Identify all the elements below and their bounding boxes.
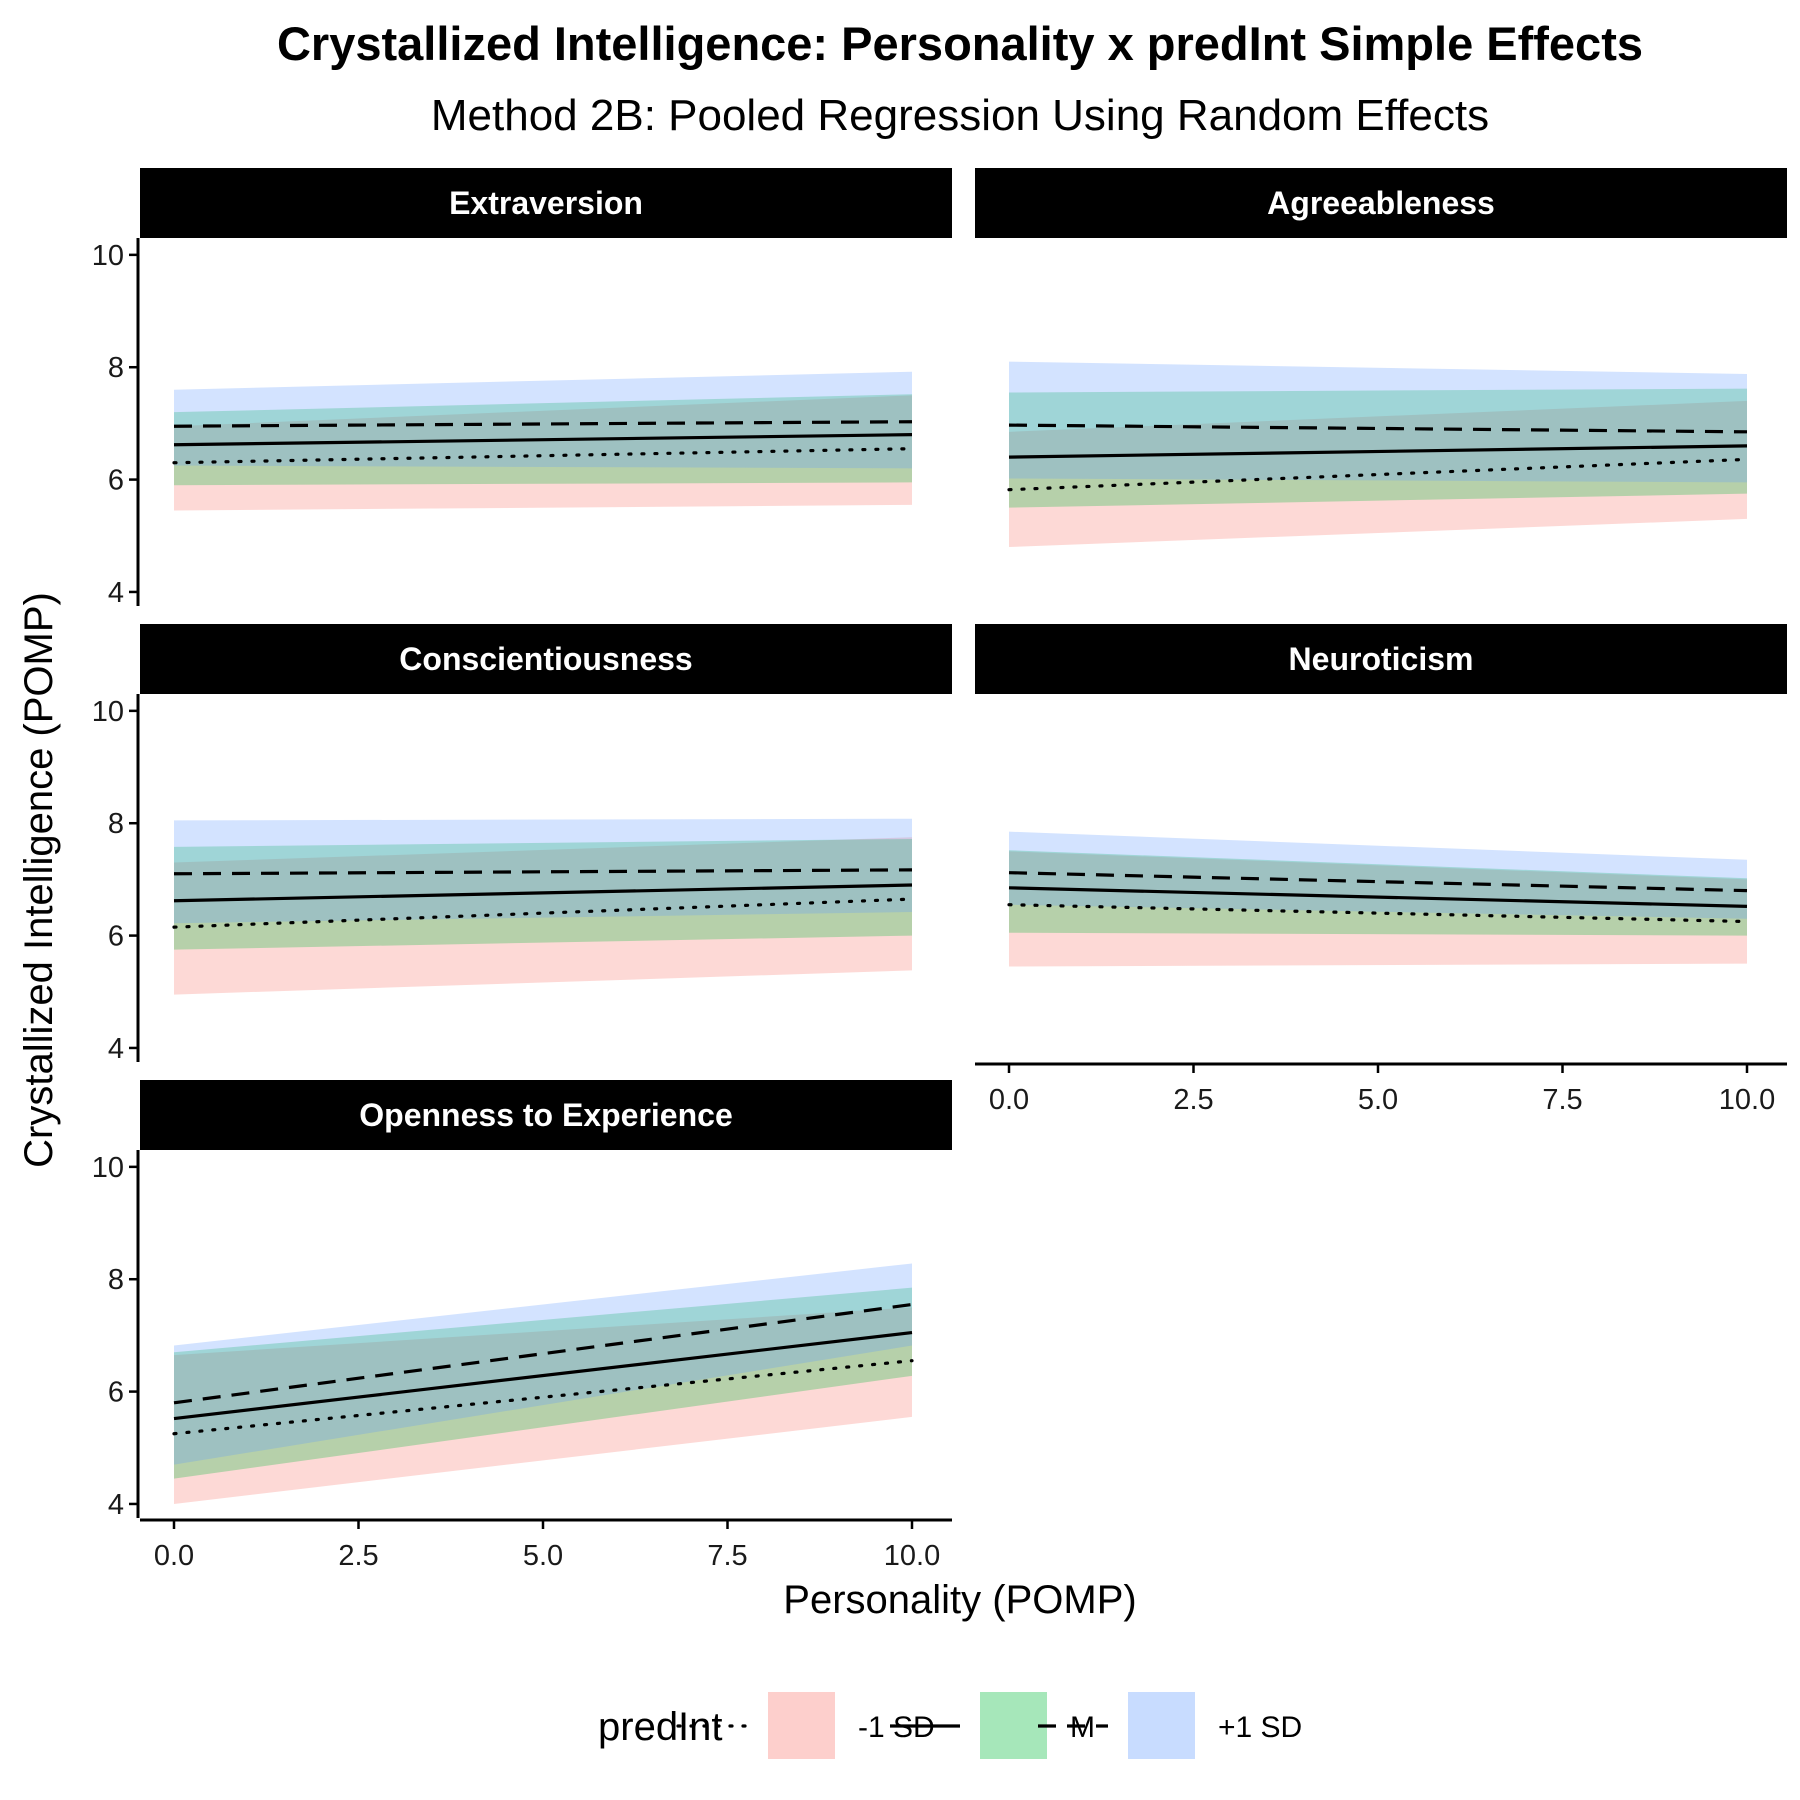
y-tick-label-conscientiousness-10: 10 bbox=[92, 696, 124, 728]
panel-extraversion: Extraversion 4 6 8 10 bbox=[92, 168, 952, 609]
strip-label-agreeableness: Agreeableness bbox=[1267, 185, 1495, 221]
strip-label-openness-to-experience: Openness to Experience bbox=[359, 1097, 732, 1133]
ribbon-openness-to-experience-mm bbox=[174, 1287, 912, 1479]
y-tick-label-extraversion-6: 6 bbox=[108, 465, 124, 497]
y-tick-label-extraversion-10: 10 bbox=[92, 240, 124, 272]
strip-label-neuroticism: Neuroticism bbox=[1289, 641, 1474, 677]
x-tick-label-neuroticism-4: 10.0 bbox=[1719, 1084, 1775, 1116]
plot-area-conscientiousness bbox=[172, 818, 914, 995]
ribbon-conscientiousness-1-sd bbox=[174, 818, 912, 924]
line-openness-to-experience-plus-1sd bbox=[173, 1302, 913, 1405]
x-tick-label-neuroticism-1: 2.5 bbox=[1173, 1084, 1213, 1116]
legend-item-mean: M bbox=[890, 1692, 1095, 1759]
plot-area-neuroticism bbox=[1007, 831, 1749, 967]
strip-label-conscientiousness: Conscientiousness bbox=[399, 641, 692, 677]
ribbon-extraversion-1-sd bbox=[174, 371, 912, 469]
y-tick-label-conscientiousness-4: 4 bbox=[108, 1033, 124, 1065]
line-agreeableness-plus-1sd bbox=[1008, 423, 1748, 434]
x-tick-label-openness-to-experience-0: 0.0 bbox=[154, 1540, 194, 1572]
strip-neuroticism bbox=[975, 624, 1787, 694]
x-tick-label-openness-to-experience-4: 10.0 bbox=[884, 1540, 940, 1572]
strip-label-extraversion: Extraversion bbox=[449, 185, 643, 221]
ribbon-neuroticism-1-sd bbox=[1009, 831, 1747, 919]
strip-openness-to-experience bbox=[140, 1080, 952, 1150]
x-tick-label-neuroticism-2: 5.0 bbox=[1358, 1084, 1398, 1116]
strip-agreeableness bbox=[975, 168, 1787, 238]
legend: predInt -1 SD M +1 SD bbox=[598, 1692, 1302, 1759]
chart-title: Crystallized Intelligence: Personality x… bbox=[277, 17, 1643, 70]
legend-key-dashed bbox=[1128, 1692, 1195, 1759]
panel-conscientiousness: Conscientiousness 4 6 8 10 bbox=[92, 624, 952, 1065]
y-tick-label-extraversion-4: 4 bbox=[108, 577, 124, 609]
x-tick-label-openness-to-experience-3: 7.5 bbox=[707, 1540, 747, 1572]
y-tick-label-openness-to-experience-4: 4 bbox=[108, 1489, 124, 1521]
line-neuroticism-plus-1sd bbox=[1008, 871, 1748, 893]
y-axis-title: Crystallized Intelligence (POMP) bbox=[17, 592, 61, 1168]
line-conscientiousness-mean bbox=[173, 883, 913, 903]
legend-label-dashed: +1 SD bbox=[1218, 1711, 1302, 1744]
plot-area-openness-to-experience bbox=[172, 1263, 914, 1504]
ribbon-conscientiousness-1-sd bbox=[174, 837, 912, 995]
ribbon-agreeableness-mm bbox=[1009, 388, 1747, 508]
y-tick-label-openness-to-experience-10: 10 bbox=[92, 1152, 124, 1184]
x-tick-label-neuroticism-3: 7.5 bbox=[1542, 1084, 1582, 1116]
ribbon-agreeableness-1-sd bbox=[1009, 361, 1747, 483]
line-extraversion-plus-1sd bbox=[173, 420, 913, 428]
facet-panels: Extraversion 4 6 8 10 Agreeableness Conscienti… bbox=[92, 168, 1787, 1572]
y-tick-label-conscientiousness-8: 8 bbox=[108, 808, 124, 840]
line-conscientiousness-plus-1sd bbox=[173, 868, 913, 876]
legend-key-solid bbox=[980, 1692, 1047, 1759]
ribbon-agreeableness-1-sd bbox=[1009, 400, 1747, 548]
y-tick-label-openness-to-experience-6: 6 bbox=[108, 1377, 124, 1409]
line-openness-to-experience-mean bbox=[173, 1331, 913, 1421]
y-tick-label-conscientiousness-6: 6 bbox=[108, 921, 124, 953]
x-axis-title: Personality (POMP) bbox=[783, 1578, 1136, 1622]
line-extraversion-mean bbox=[173, 433, 913, 447]
y-tick-label-extraversion-8: 8 bbox=[108, 352, 124, 384]
legend-title: predInt bbox=[598, 1705, 723, 1749]
plot-area-agreeableness bbox=[1007, 361, 1749, 548]
strip-conscientiousness bbox=[140, 624, 952, 694]
y-tick-label-openness-to-experience-8: 8 bbox=[108, 1264, 124, 1296]
ribbon-neuroticism-1-sd bbox=[1009, 851, 1747, 967]
x-tick-label-openness-to-experience-1: 2.5 bbox=[338, 1540, 378, 1572]
x-tick-label-openness-to-experience-2: 5.0 bbox=[523, 1540, 563, 1572]
line-neuroticism-mean bbox=[1008, 886, 1748, 908]
x-tick-label-neuroticism-0: 0.0 bbox=[989, 1084, 1029, 1116]
ribbon-neuroticism-mm bbox=[1009, 850, 1747, 936]
panel-openness-to-experience: Openness to Experience 4 6 8 10 0.0 2.5 5.0 7.5 1… bbox=[92, 1080, 952, 1572]
plot-area-extraversion bbox=[172, 371, 914, 511]
ribbon-openness-to-experience-1-sd bbox=[174, 1307, 912, 1504]
strip-extraversion bbox=[140, 168, 952, 238]
panel-agreeableness: Agreeableness bbox=[975, 168, 1787, 548]
chart-subtitle: Method 2B: Pooled Regression Using Rando… bbox=[431, 91, 1489, 140]
panel-neuroticism: Neuroticism 0.0 2.5 5.0 7.5 10.0 bbox=[975, 624, 1787, 1116]
line-agreeableness-mean bbox=[1008, 444, 1748, 459]
legend-item-plus-1sd: +1 SD bbox=[1038, 1692, 1302, 1759]
legend-key-dotted bbox=[768, 1692, 835, 1759]
ribbon-openness-to-experience-1-sd bbox=[174, 1263, 912, 1465]
